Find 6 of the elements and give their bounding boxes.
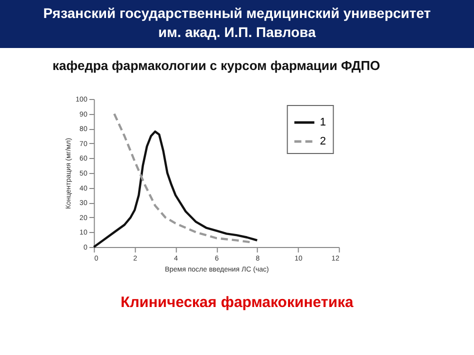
chart-subtitle: кафедра фармакологии с курсом фармации ФДПО [52,58,380,73]
line-series [92,130,258,248]
chart-title: Рязанский государственный медицинский университет им. акад. И.П. Павлова [43,5,431,40]
legend-label: 1 [320,116,326,128]
text: Клиническая фармакокинетика [120,294,354,311]
legend-label: 2 [320,136,326,148]
